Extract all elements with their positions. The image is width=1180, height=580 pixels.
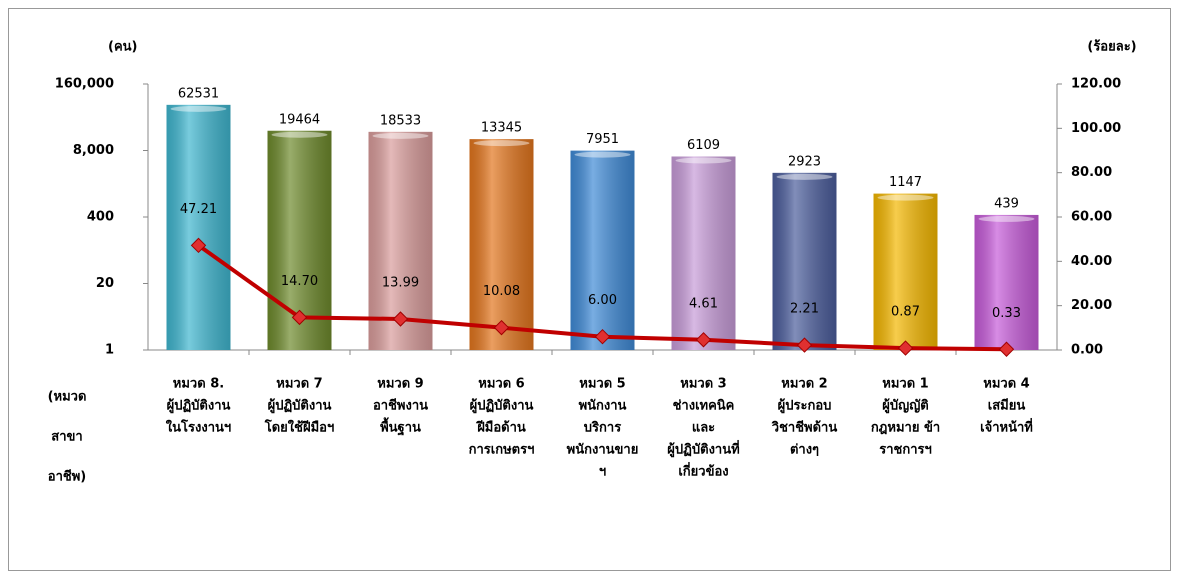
y2-tick-label: 0.00 [1071,343,1103,358]
y2-tick-label: 20.00 [1071,298,1112,313]
x-tick-label: ผู้บัญญัติ [882,398,928,414]
x-tick-label: หมวด 8. [173,377,224,392]
x-tick-label: ช่างเทคนิค [673,399,735,414]
bar-value-label: 19464 [279,112,320,127]
x-tick-label: เกี่ยวข้อง [678,462,728,480]
y2-tick-label: 100.00 [1071,121,1121,136]
bar-value-label: 1147 [889,175,922,190]
bar-cap [877,194,934,201]
x-tick-label: หมวด 5 [579,377,625,392]
y-tick-label: 160,000 [55,77,114,92]
x-tick-label: หมวด 1 [882,377,928,392]
x-tick-label: วิชาชีพด้าน [771,420,837,436]
line-marker [594,328,611,345]
y2-tick-label: 60.00 [1071,210,1112,225]
bar-cap [271,131,328,138]
x-axis-label: อาชีพ) [48,469,86,485]
bar-value-label: 2923 [788,154,821,169]
bar-cap [675,157,732,164]
x-tick-label: ในโรงงานฯ [166,419,231,436]
x-axis-label: (หมวด [48,390,87,405]
y2-tick-label: 80.00 [1071,165,1112,180]
x-tick-label: เสมียน [988,398,1026,414]
line-marker [897,340,914,356]
x-tick-label: หมวด 4 [983,377,1029,392]
line-marker [998,341,1015,357]
x-tick-label: ผู้ปฏิบัติงาน [470,398,534,414]
y2-tick-label: 120.00 [1071,77,1121,92]
x-tick-label: พื้นฐาน [380,417,421,437]
x-tick-label: โดยใช้ฝีมือฯ [264,419,335,436]
x-tick-label: กฎหมาย ข้า [871,420,940,436]
x-tick-label: หมวด 2 [781,377,827,392]
y-tick-label: 400 [87,210,114,225]
x-tick-label: หมวด 6 [478,377,524,392]
line-value-label: 10.08 [483,284,520,299]
line-marker [796,337,813,353]
x-tick-label: ฯ [599,465,606,480]
x-tick-label: อาชีพงาน [373,398,428,414]
bar-shine [570,150,635,350]
bar-cap [170,105,227,112]
bar-value-label: 7951 [586,132,619,147]
y2-axis-label: (ร้อยละ) [1087,39,1136,55]
x-tick-label: พนักงาน [579,399,627,414]
x-tick-label: ราชการฯ [879,443,932,458]
bar-cap [978,215,1035,222]
bar-cap [776,173,833,180]
x-tick-label: บริการ [584,421,621,436]
bar-value-label: 62531 [178,86,219,101]
x-axis-label: สาขา [51,430,82,445]
x-tick-label: ผู้ปฏิบัติงาน [167,398,231,414]
line-value-label: 4.61 [689,296,718,311]
bar-shine [772,172,837,350]
line-value-label: 13.99 [382,275,419,290]
line-marker [190,237,207,254]
bar-value-label: 13345 [481,121,522,136]
line-value-label: 47.21 [180,202,217,217]
x-tick-label: ผู้ปฏิบัติงานที่ [667,440,739,458]
bar-cap [473,140,530,147]
line-marker [291,309,308,326]
bar-value-label: 6109 [687,138,720,153]
line-value-label: 0.87 [891,305,920,320]
x-tick-label: หมวด 7 [276,377,322,392]
line-value-label: 14.70 [281,274,318,289]
x-tick-label: เจ้าหน้าที่ [980,418,1033,436]
y-tick-label: 8,000 [73,143,114,158]
bar-shine [166,104,231,351]
x-tick-label: ผู้ประกอบ [778,398,832,414]
x-tick-label: ต่างๆ [790,443,819,458]
y-axis-label: (คน) [108,40,137,55]
bar-shine [974,214,1039,350]
line-marker [392,311,409,327]
bar-cap [372,132,429,139]
bar-value-label: 439 [994,196,1019,211]
x-tick-label: ฝีมือด้าน [475,420,526,436]
x-tick-label: ผู้ปฏิบัติงาน [268,398,332,414]
line-marker [493,319,510,336]
bar-value-label: 18533 [380,113,421,128]
x-tick-label: และ [692,421,715,436]
x-tick-label: พนักงานขาย [567,443,639,458]
y2-tick-label: 40.00 [1071,254,1112,269]
y-tick-label: 20 [96,276,114,291]
line-value-label: 2.21 [790,302,819,317]
bar-cap [574,151,631,158]
line-marker [695,332,712,348]
line-value-label: 0.33 [992,306,1021,321]
y-tick-label: 1 [105,343,114,358]
bar-shine [873,193,938,350]
bar-shine [671,156,736,350]
x-tick-label: หมวด 3 [680,377,726,392]
bar-shine [469,139,534,350]
x-tick-label: การเกษตรฯ [469,443,535,458]
line-value-label: 6.00 [588,293,617,308]
x-tick-label: หมวด 9 [377,377,423,392]
